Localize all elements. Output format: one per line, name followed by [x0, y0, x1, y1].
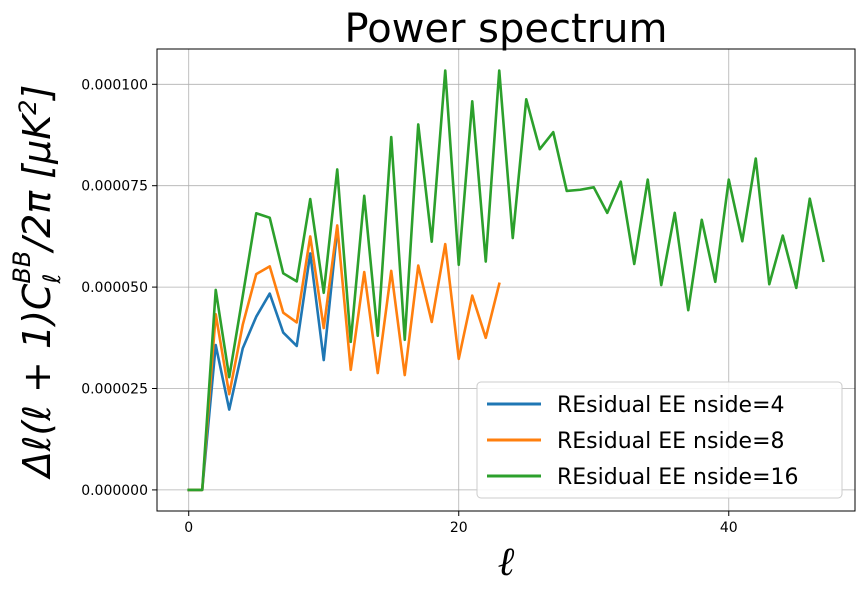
y-tick-label: 0.000000: [81, 483, 148, 499]
y-tick-label: 0.000025: [81, 382, 148, 398]
series-lines: [187, 69, 825, 492]
legend: REsidual EE nside=4 REsidual EE nside=8 RE…: [476, 381, 843, 499]
y-axis-label-suffix: /2π [μK: [15, 112, 59, 254]
x-tick-label: 40: [720, 520, 738, 536]
legend-label-1: REsidual EE nside=4: [557, 393, 785, 418]
series-line-3: [187, 69, 825, 492]
y-tick-label: 0.000050: [81, 280, 148, 296]
y-axis-label: Δℓ(ℓ + 1)CℓBB/2π [μK2]: [8, 85, 66, 481]
series-line-1: [187, 228, 339, 492]
plot-area-frame: [156, 48, 856, 512]
legend-box: [476, 381, 843, 499]
series-line-2: [187, 224, 501, 492]
x-axis-label: ℓ: [498, 539, 515, 585]
y-axis-label-subscript: ℓ: [38, 274, 66, 285]
x-tick-label: 20: [450, 520, 468, 536]
y-axis-label-exponent: 2: [14, 100, 42, 115]
y-axis-label-bracket: ]: [15, 85, 59, 102]
legend-label-3: REsidual EE nside=16: [557, 465, 799, 490]
y-tick-label: 0.000075: [81, 179, 148, 195]
y-axis-label-superscript: BB: [8, 251, 36, 284]
y-axis-label-prefix: Δℓ(ℓ + 1)C: [15, 283, 59, 480]
y-tick-label: 0.000100: [81, 77, 148, 93]
axis-ticks: 0 20 40 0.000000 0.000025 0.000050 0.000075 0.0…: [81, 77, 737, 536]
chart-title: Power spectrum: [345, 6, 668, 52]
legend-label-2: REsidual EE nside=8: [557, 429, 785, 454]
x-tick-label: 0: [184, 520, 193, 536]
